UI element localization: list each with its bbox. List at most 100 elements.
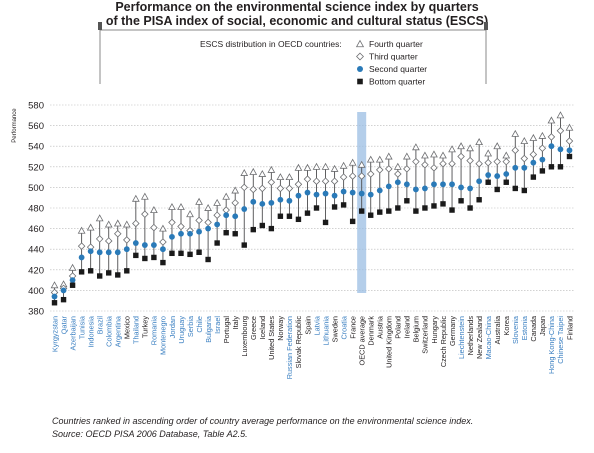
third-quarter-point bbox=[475, 159, 483, 168]
second-quarter-point bbox=[205, 225, 212, 232]
second-quarter-point bbox=[96, 249, 103, 256]
second-quarter-point bbox=[78, 254, 85, 261]
fourth-quarter-point bbox=[384, 152, 393, 160]
y-tick-label: 400 bbox=[28, 286, 44, 297]
third-quarter-point bbox=[312, 177, 321, 185]
second-quarter-point bbox=[494, 173, 501, 179]
third-quarter-point bbox=[484, 158, 492, 167]
x-tick-label: Mexico bbox=[123, 316, 132, 339]
second-quarter-point bbox=[196, 228, 202, 235]
x-tick-label: Chile bbox=[195, 316, 204, 333]
third-quarter-point bbox=[132, 219, 140, 228]
x-tick-label: Japan bbox=[538, 316, 547, 336]
bottom-quarter-point bbox=[151, 254, 157, 261]
fourth-quarter-point bbox=[294, 163, 303, 171]
x-tick-label: Israel bbox=[213, 316, 222, 334]
bottom-quarter-point bbox=[458, 198, 464, 204]
x-tick-label: Azerbaijan bbox=[68, 316, 77, 350]
third-quarter-point bbox=[231, 199, 239, 207]
x-tick-label: Portugal bbox=[222, 316, 231, 344]
y-axis: 380 400 420 440 460 480 500 520 540 560 580 Perform… bbox=[12, 101, 44, 318]
legend-item-label: Fourth quarter bbox=[369, 39, 423, 49]
fourth-quarter-point bbox=[222, 192, 231, 200]
third-quarter-point bbox=[204, 218, 212, 227]
fourth-quarter-point bbox=[484, 149, 493, 157]
x-tick-label: Iceland bbox=[258, 316, 267, 340]
bottom-quarter-point bbox=[413, 208, 419, 214]
fourth-quarter-point bbox=[159, 224, 167, 232]
x-tick-label: Hong Kong-China bbox=[547, 315, 556, 374]
bottom-quarter-point bbox=[422, 205, 428, 211]
x-tick-label: Turkey bbox=[141, 316, 150, 338]
footer-source: Source: OECD PISA 2006 Database, Table A… bbox=[52, 429, 248, 439]
fourth-quarter-point bbox=[412, 143, 420, 151]
third-quarter-point bbox=[403, 165, 411, 173]
bottom-quarter-point bbox=[51, 300, 58, 306]
bottom-quarter-point bbox=[115, 272, 121, 278]
third-quarter-point bbox=[385, 165, 393, 173]
third-quarter-point bbox=[294, 180, 303, 189]
third-quarter-point bbox=[150, 223, 158, 232]
x-tick-label: Switzerland bbox=[421, 316, 430, 354]
fourth-quarter-point bbox=[493, 142, 502, 150]
bottom-quarter-point bbox=[539, 168, 546, 174]
third-quarter-point bbox=[430, 164, 438, 172]
fourth-quarter-point bbox=[95, 214, 104, 222]
bottom-quarter-point bbox=[368, 212, 374, 218]
third-quarter-point bbox=[421, 160, 429, 169]
third-quarter-point bbox=[141, 210, 149, 218]
bottom-quarter-point bbox=[494, 186, 500, 193]
bottom-quarter-point bbox=[106, 270, 112, 276]
fourth-quarter-point bbox=[50, 281, 59, 289]
bottom-quarter-point bbox=[295, 216, 302, 223]
second-quarter-point bbox=[187, 230, 193, 237]
chart-title: Performance on the environmental science… bbox=[0, 0, 594, 28]
bottom-quarter-point bbox=[358, 208, 365, 214]
third-quarter-point bbox=[502, 157, 511, 166]
bottom-quarter-point bbox=[548, 164, 555, 170]
third-quarter-point bbox=[123, 236, 131, 244]
second-quarter-point bbox=[539, 156, 546, 163]
second-quarter-point bbox=[232, 213, 239, 220]
x-tick-label: Bulgaria bbox=[204, 315, 213, 343]
second-quarter-point bbox=[51, 293, 58, 300]
x-tick-label: Slovak Republic bbox=[294, 316, 303, 369]
x-tick-label: Hungary bbox=[430, 316, 439, 344]
second-quarter-point bbox=[60, 287, 67, 294]
x-tick-label: New Zealand bbox=[475, 316, 484, 359]
second-quarter-point bbox=[169, 233, 175, 240]
fourth-quarter-point bbox=[457, 142, 465, 150]
second-quarter-point bbox=[322, 190, 329, 197]
legend-item-label: Second quarter bbox=[369, 64, 427, 74]
data-marks bbox=[50, 111, 574, 306]
gridlines bbox=[50, 104, 574, 312]
bottom-quarter-point bbox=[78, 269, 85, 275]
bottom-quarter-point bbox=[395, 205, 401, 211]
second-quarter-point bbox=[485, 172, 492, 178]
second-quarter-point bbox=[358, 190, 365, 197]
fourth-quarter-point bbox=[565, 123, 574, 131]
bottom-quarter-point bbox=[96, 273, 103, 279]
x-tick-label: Colombia bbox=[105, 315, 114, 347]
bottom-quarter-point bbox=[142, 255, 148, 262]
x-tick-label: Slovenia bbox=[511, 315, 520, 344]
bottom-quarter-point bbox=[313, 205, 320, 211]
bottom-quarter-point bbox=[349, 218, 356, 225]
bottom-quarter-point bbox=[196, 249, 202, 255]
x-tick-label: Tunisia bbox=[77, 315, 86, 339]
x-tick-label: Sweden bbox=[330, 316, 339, 342]
bottom-quarter-point bbox=[377, 209, 383, 215]
chart-title-line1: Performance on the environmental science… bbox=[115, 0, 479, 14]
fourth-quarter-point bbox=[86, 223, 95, 231]
second-quarter-point bbox=[304, 189, 311, 196]
bottom-quarter-point bbox=[521, 187, 528, 194]
second-quarter-point bbox=[394, 179, 401, 186]
second-quarter-point bbox=[223, 212, 230, 219]
bottom-quarter-point bbox=[169, 250, 175, 257]
second-quarter-point bbox=[277, 196, 284, 203]
header-rule-right-tick bbox=[484, 22, 488, 30]
x-tick-label: Romania bbox=[150, 315, 159, 345]
x-tick-label: Belgium bbox=[412, 316, 421, 342]
third-quarter-point bbox=[556, 126, 565, 135]
bottom-quarter-point bbox=[440, 201, 446, 207]
